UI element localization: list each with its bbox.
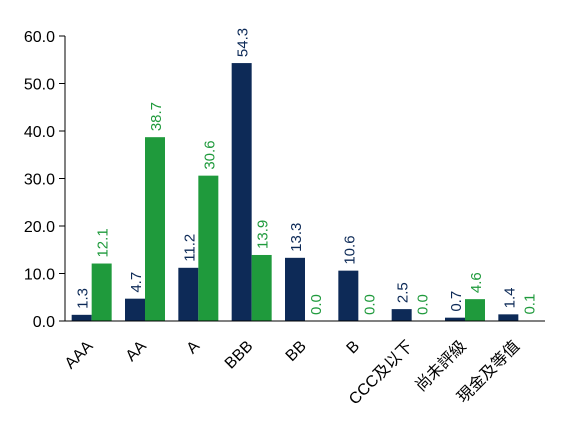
data-label-series-1-8: 0.7 — [448, 291, 465, 312]
data-label-series-2-2: 38.7 — [148, 102, 165, 131]
data-label-series-1-1: 1.3 — [75, 288, 92, 309]
x-tick-label: 尚未評級 — [412, 337, 470, 395]
y-tick-label: 50.0 — [24, 77, 55, 94]
bar-series-2-4 — [252, 255, 272, 321]
data-label-series-2-3: 30.6 — [201, 140, 218, 169]
bar-series-1-5 — [285, 258, 305, 321]
data-label-series-2-1: 12.1 — [95, 228, 112, 257]
bar-series-1-3 — [178, 268, 198, 321]
bar-series-1-4 — [232, 63, 252, 321]
bar-series-1-1 — [72, 315, 92, 321]
bar-series-1-2 — [125, 299, 145, 321]
bar-series-1-7 — [392, 309, 412, 321]
bar-series-1-9 — [498, 314, 518, 321]
data-label-series-1-5: 13.3 — [288, 223, 305, 252]
bar-series-2-2 — [145, 137, 165, 321]
x-tick-label: B — [344, 338, 364, 358]
y-tick-label: 30.0 — [24, 172, 55, 189]
data-label-series-1-2: 4.7 — [128, 272, 145, 293]
x-tick-label: A — [184, 338, 204, 358]
data-label-series-2-6: 0.0 — [361, 294, 378, 315]
data-labels: 1.3 4.7 11.2 54.3 13.3 10.6 2.5 0.7 1.4 12.1 38.7 3… — [75, 28, 539, 315]
data-label-series-2-4: 13.9 — [255, 220, 272, 249]
data-label-series-1-6: 10.6 — [341, 235, 358, 264]
data-label-series-2-9: 0.1 — [521, 294, 538, 315]
y-tick-label: 0.0 — [33, 314, 55, 331]
data-label-series-1-4: 54.3 — [235, 28, 252, 57]
x-tick-label: AA — [123, 338, 150, 365]
bar-series-1-6 — [338, 271, 358, 321]
data-label-series-2-5: 0.0 — [308, 294, 325, 315]
y-axis: 0.0 10.0 20.0 30.0 40.0 50.0 60.0 — [24, 29, 65, 331]
y-tick-label: 10.0 — [24, 267, 55, 284]
bar-series-2-3 — [198, 176, 218, 321]
x-tick-label: BB — [283, 338, 310, 365]
data-label-series-1-9: 1.4 — [501, 287, 518, 308]
x-tick-label: AAA — [62, 338, 97, 373]
x-tick-label: BBB — [222, 338, 257, 373]
bar-series-2-1 — [92, 264, 112, 321]
data-label-series-2-7: 0.0 — [415, 294, 432, 315]
y-tick-label: 20.0 — [24, 219, 55, 236]
y-tick-label: 60.0 — [24, 29, 55, 46]
data-label-series-1-7: 2.5 — [395, 282, 412, 303]
data-label-series-1-3: 11.2 — [181, 234, 198, 262]
bar-series-2-8 — [465, 299, 485, 321]
y-tick-label: 40.0 — [24, 124, 55, 141]
data-label-series-2-8: 4.6 — [468, 272, 485, 293]
